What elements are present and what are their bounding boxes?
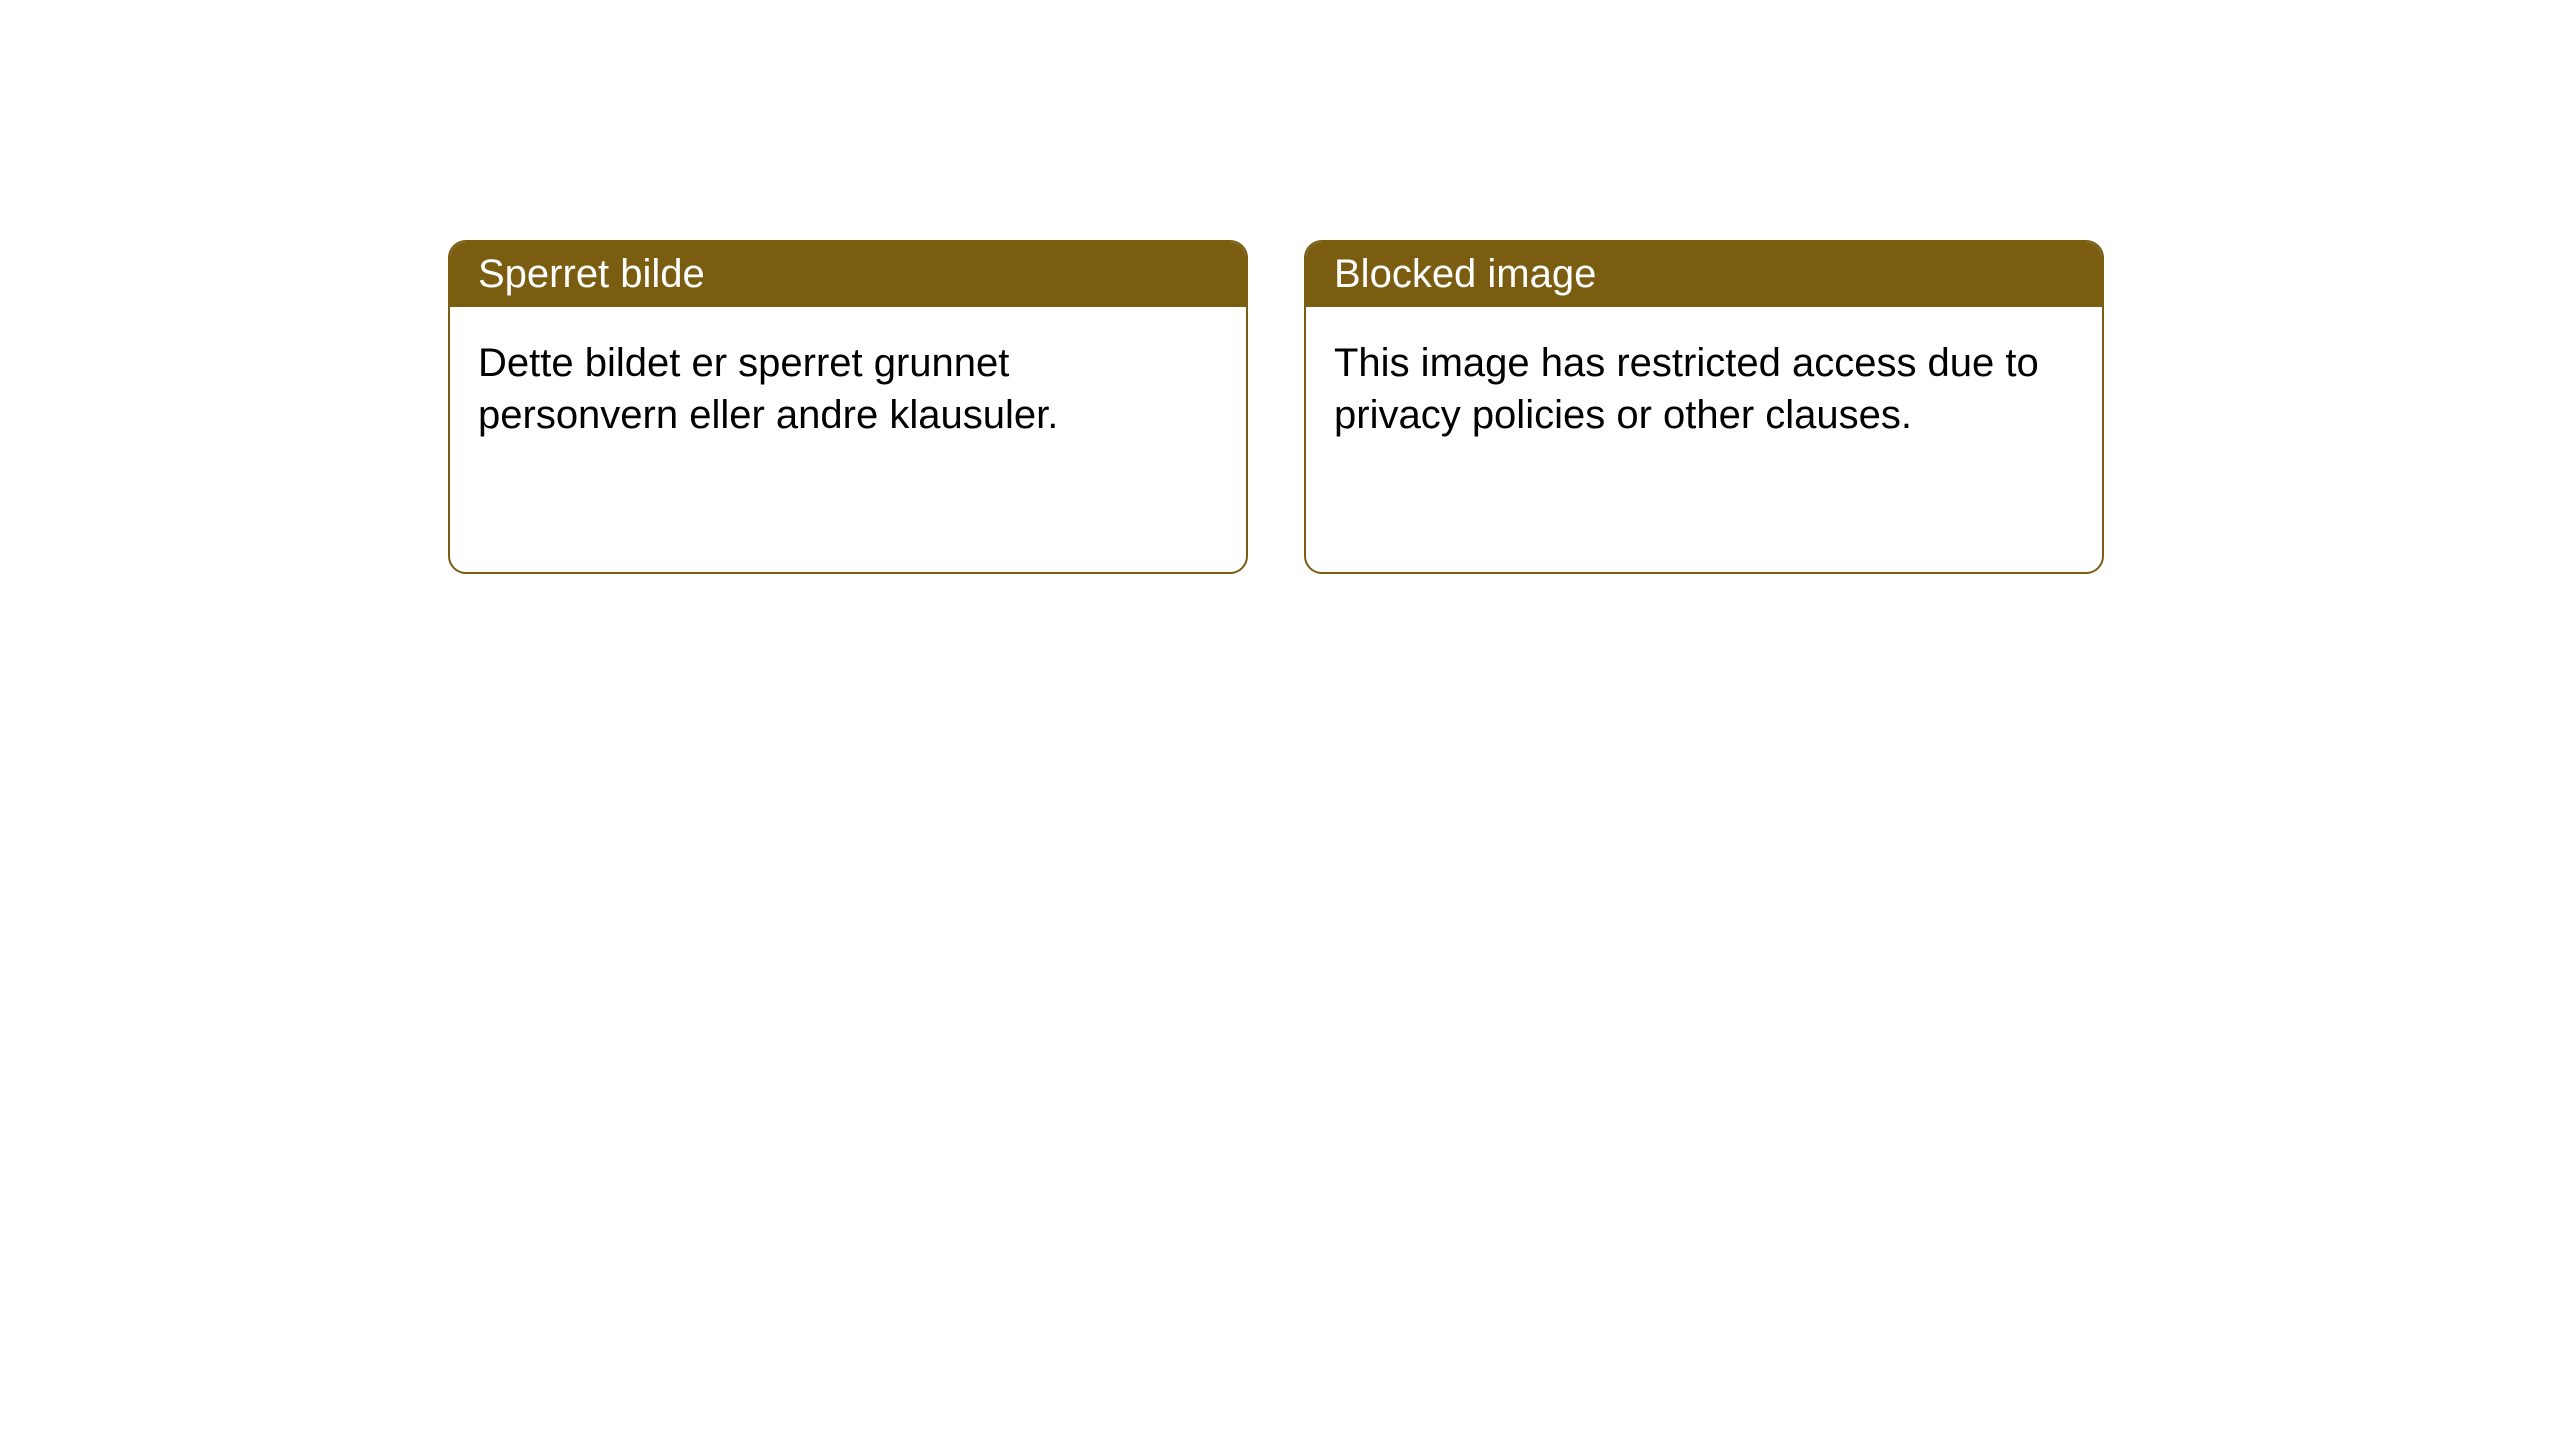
- notice-card-norwegian: Sperret bilde Dette bildet er sperret gr…: [448, 240, 1248, 574]
- notice-header: Blocked image: [1306, 242, 2102, 307]
- notice-card-english: Blocked image This image has restricted …: [1304, 240, 2104, 574]
- notice-container: Sperret bilde Dette bildet er sperret gr…: [0, 0, 2560, 574]
- notice-body: Dette bildet er sperret grunnet personve…: [450, 307, 1246, 471]
- notice-header: Sperret bilde: [450, 242, 1246, 307]
- notice-body: This image has restricted access due to …: [1306, 307, 2102, 471]
